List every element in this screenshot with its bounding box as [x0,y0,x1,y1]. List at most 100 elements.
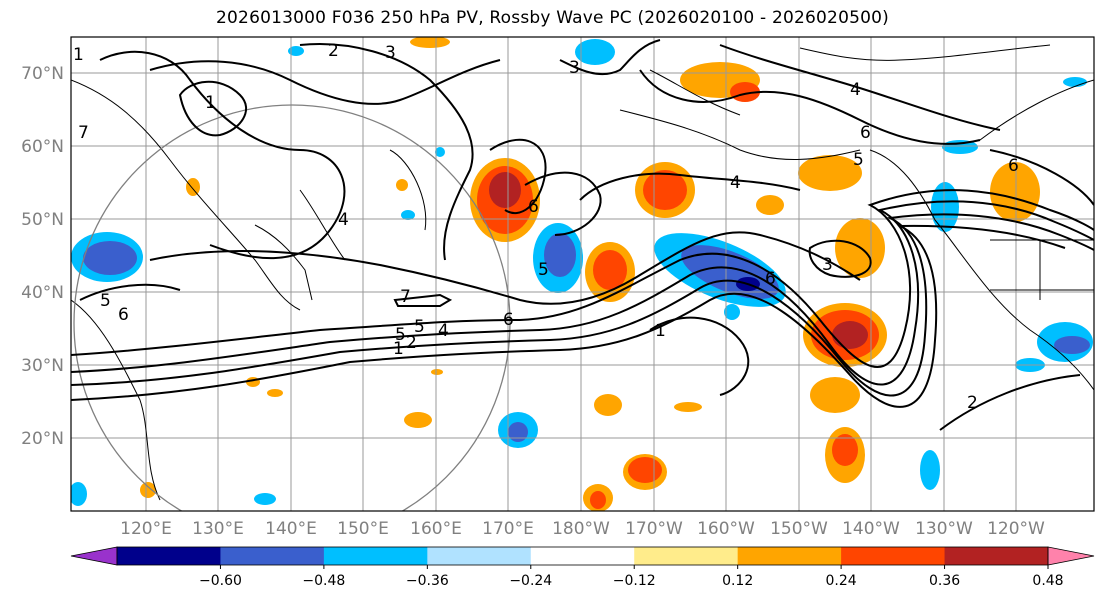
positive-anomaly-blob [990,162,1040,222]
pv-contour-line [393,293,453,307]
positive-anomaly-blob [635,162,695,218]
pv-contour-label: 7 [400,287,411,307]
pv-contour-label: 3 [385,43,396,63]
lon-label: 150°E [337,519,389,539]
lon-label: 160°W [697,519,755,539]
colorbar-segment [737,547,842,565]
pv-contour-line [649,316,750,396]
pv-contour-label: 4 [438,321,449,341]
positive-anomaly-blob [825,427,865,483]
pv-contour-line [71,200,1094,386]
lon-label: 170°W [625,519,683,539]
pv-contour-label: 7 [78,123,89,143]
negative-anomaly-blob [498,412,538,448]
longitude-labels: 120°E 130°E 140°E 150°E 160°E 170°E 180°… [120,519,1045,539]
lat-label: 20°N [21,429,64,449]
colorbar-extend-low [70,546,118,566]
pv-contour-line [489,138,547,215]
colorbar-extend-high [1047,546,1095,566]
map-title: 2026013000 F036 250 hPa PV, Rossby Wave … [216,8,889,28]
pv-contour-label: 6 [503,310,514,330]
colorbar-tick-label: −0.24 [509,573,552,589]
pv-contour-label: 5 [538,260,549,280]
pv-contour-line [808,239,872,278]
pv-contour-line [71,213,1094,397]
lon-label: 130°E [192,519,244,539]
colorbar-tick-label: 0.48 [1032,573,1063,589]
colorbar-segment [634,547,739,565]
pv-contour-label: 3 [569,58,580,78]
lat-label: 50°N [21,210,64,230]
coastlines [71,44,1094,501]
pv-contour-label: 4 [338,210,349,230]
lon-label: 180°W [552,519,610,539]
pv-contour-label: 5 [414,317,425,337]
colorbar-segment [117,547,221,565]
pv-contour-line [639,69,981,145]
colorbar-tick-label: 0.12 [722,573,753,589]
pv-contour-label: 4 [850,80,861,100]
positive-anomaly-blob [680,62,760,102]
negative-anomaly-blob [71,232,143,282]
lon-label: 120°W [987,519,1045,539]
positive-anomaly-blob [803,303,887,413]
lat-label: 70°N [21,64,64,84]
lon-label: 130°W [915,519,973,539]
colorbar-segment [841,547,946,565]
colorbar-segment [530,547,635,565]
map-area [71,37,1094,511]
map-frame [70,36,1095,512]
pv-contour-label: 6 [118,305,129,325]
lon-label: 170°E [482,519,534,539]
pv-contour-line [149,231,861,305]
pv-contour-line [79,283,181,301]
pv-contour-label: 1 [73,45,84,65]
pv-contour-line [71,189,1094,368]
pv-contour-line [178,80,247,137]
colorbar-segment [323,547,428,565]
pv-contour-label: 5 [100,291,111,311]
pv-contour-line [99,50,346,260]
pv-contour-label: 5 [395,325,406,345]
lat-label: 30°N [21,356,64,376]
colorbar-tick-label: −0.12 [613,573,656,589]
pv-contour-label: 1 [655,321,666,341]
anomaly-shading [71,37,1093,511]
positive-anomaly-blob [470,158,540,242]
lat-label: 40°N [21,283,64,303]
colorbar-segment [944,547,1049,565]
pv-contour-label: 6 [765,269,776,289]
colorbar-tick-label: 0.24 [826,573,857,589]
pv-contour-label: 2 [967,393,978,413]
pv-contour-label: 1 [393,339,404,359]
pv-contour-label: 5 [853,150,864,170]
lon-label: 120°E [120,519,172,539]
colorbar-outline [116,546,1049,566]
negative-anomaly-blob [533,223,583,293]
pv-contour-label: 2 [328,41,339,61]
pv-contour-line [989,149,1094,206]
pv-contour-label: 1 [205,93,216,113]
pv-contour-line [559,39,661,76]
pv-contour-label: 4 [730,173,741,193]
pv-contour-label: 6 [1008,156,1019,176]
pv-contour-line [719,44,1001,131]
colorbar-tick-label: −0.60 [199,573,242,589]
colorbar-tick-label: 0.36 [929,573,960,589]
pv-contour-label: 2 [406,333,417,353]
colorbar: −0.60 −0.48 −0.36 −0.24 −0.12 0.12 0.24 0.36 0.4… [70,546,1095,589]
pv-contour-line [299,43,474,261]
colorbar-tick-label: −0.36 [406,573,449,589]
pv-contour-line [939,374,1081,431]
positive-anomaly-blob [585,242,635,302]
lon-label: 140°W [842,519,900,539]
graticule [71,37,1094,511]
pv-contour-label: 6 [528,197,539,217]
pv-contour-labels: 1 2 3 3 4 4 5 5 6 6 7 1 2 5 6 5 6 1 2 3 … [73,41,1019,413]
colorbar-segment [427,547,532,565]
pv-contour-label: 3 [822,255,833,275]
pv-contour-line [524,171,602,236]
colorbar-tick-label: −0.48 [302,573,345,589]
pv-contour-label: 6 [860,123,871,143]
